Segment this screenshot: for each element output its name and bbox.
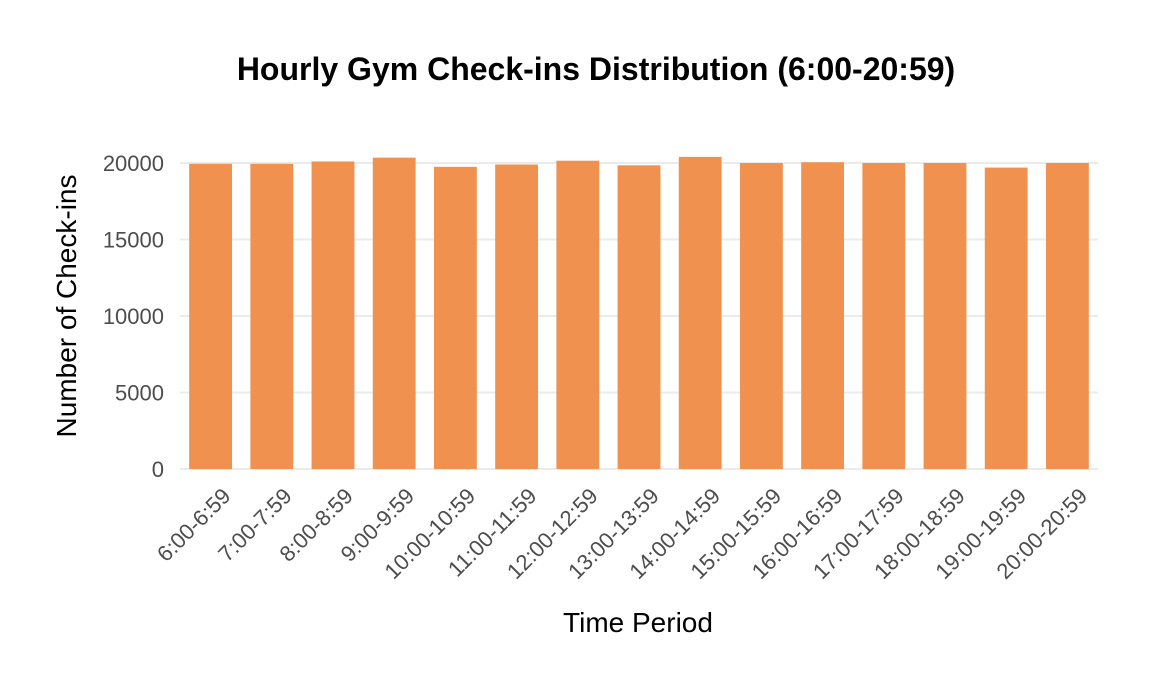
y-axis-title: Number of Check-ins	[51, 175, 82, 438]
chart-title: Hourly Gym Check-ins Distribution (6:00-…	[237, 51, 955, 87]
bar-18:00-18:59	[923, 163, 967, 469]
y-tick-label: 5000	[115, 381, 164, 406]
bars	[189, 156, 1089, 470]
bar-17:00-17:59	[862, 163, 906, 469]
y-tick-label: 0	[152, 457, 164, 482]
bar-7:00-7:59	[250, 163, 294, 469]
y-tick-label: 10000	[103, 304, 164, 329]
bar-11:00-11:59	[495, 164, 539, 469]
bar-15:00-15:59	[739, 163, 783, 469]
y-axis-ticks: 0 5000 10000 15000 20000	[103, 151, 164, 482]
bar-16:00-16:59	[801, 162, 845, 470]
bar-14:00-14:59	[678, 156, 722, 469]
y-tick-label: 15000	[103, 228, 164, 253]
bar-12:00-12:59	[556, 160, 600, 469]
bar-20:00-20:59	[1045, 163, 1089, 469]
bar-9:00-9:59	[372, 157, 416, 469]
bar-13:00-13:59	[617, 165, 661, 470]
bar-19:00-19:59	[984, 167, 1028, 469]
bar-10:00-10:59	[433, 166, 477, 469]
bar-8:00-8:59	[311, 161, 355, 469]
x-axis-ticks: 6:00-6:597:00-7:598:00-8:599:00-9:5910:0…	[152, 483, 1092, 584]
y-tick-label: 20000	[103, 151, 164, 176]
x-axis-title: Time Period	[563, 607, 713, 638]
bar-6:00-6:59	[189, 163, 233, 469]
